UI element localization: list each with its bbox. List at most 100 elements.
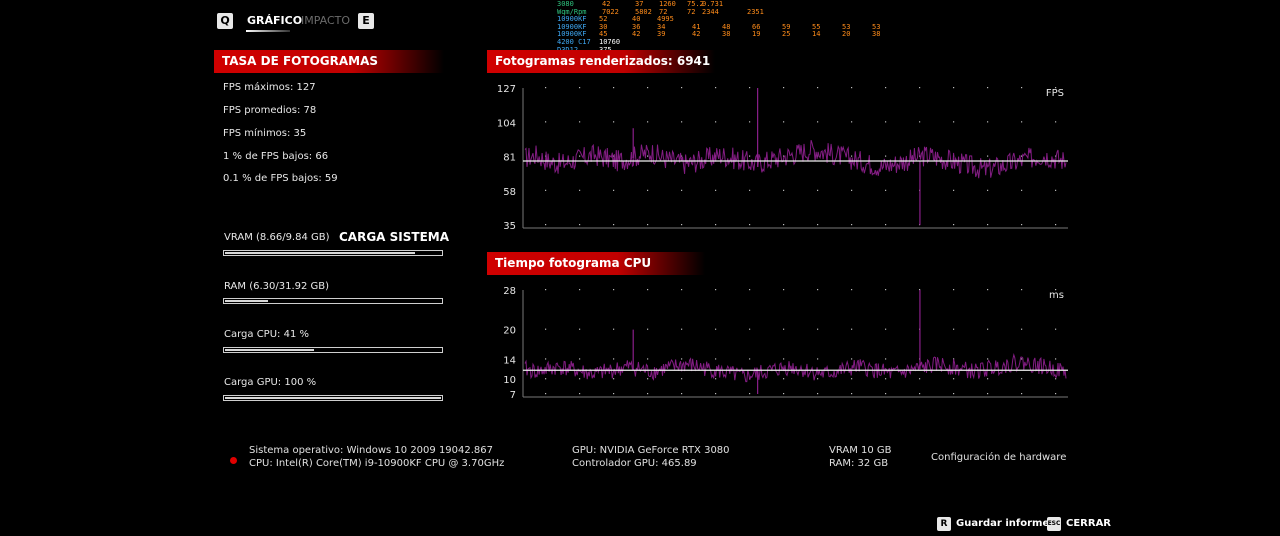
grid-dot — [1021, 189, 1023, 191]
cpu-load-bar-fill — [225, 349, 314, 351]
grid-dot — [715, 328, 717, 330]
close-key[interactable]: ESC — [1047, 517, 1061, 531]
stat-avg-fps: FPS promedios: 78 — [223, 105, 317, 116]
overlay-value: 1260 — [659, 0, 676, 8]
stat-max-fps: FPS máximos: 127 — [223, 82, 316, 93]
gpu-load-label: Carga GPU: 100 % — [224, 377, 317, 388]
grid-dot — [715, 393, 717, 395]
system-info-memory: VRAM 10 GB RAM: 32 GB — [829, 444, 892, 470]
grid-dot — [749, 224, 751, 226]
grid-dot — [783, 328, 785, 330]
y-tick-label: 104 — [497, 118, 516, 129]
overlay-value: 2344 — [702, 7, 719, 16]
grid-dot — [783, 358, 785, 360]
overlay-value: 72 — [687, 7, 696, 16]
vram-info: VRAM 10 GB — [829, 445, 892, 456]
grid-dot — [1021, 289, 1023, 291]
prev-tab-key[interactable]: Q — [217, 13, 233, 29]
grid-dot — [613, 378, 615, 380]
grid-dot — [681, 378, 683, 380]
grid-dot — [885, 328, 887, 330]
save-report-button[interactable]: Guardar informe — [956, 518, 1050, 529]
grid-dot — [715, 121, 717, 123]
grid-dot — [1055, 393, 1057, 395]
grid-dot — [817, 358, 819, 360]
overlay-value: 30 — [599, 22, 608, 31]
grid-dot — [613, 121, 615, 123]
y-tick-label: 28 — [503, 286, 516, 297]
grid-dot — [647, 155, 649, 157]
grid-dot — [647, 393, 649, 395]
grid-dot — [1021, 155, 1023, 157]
overlay-value: 40 — [632, 15, 641, 24]
grid-dot — [681, 289, 683, 291]
cpu-load-bar — [223, 347, 443, 353]
overlay-value: 72 — [659, 7, 668, 16]
grid-dot — [1021, 224, 1023, 226]
grid-dot — [1021, 87, 1023, 89]
cpu-chart-header: Tiempo fotograma CPU — [487, 252, 705, 275]
next-tab-key[interactable]: E — [358, 13, 374, 29]
close-button[interactable]: CERRAR — [1066, 518, 1112, 529]
grid-dot — [919, 378, 921, 380]
overlay-value: 55 — [812, 22, 821, 31]
save-report-key[interactable]: R — [937, 517, 951, 531]
grid-dot — [783, 378, 785, 380]
ram-info: RAM: 32 GB — [829, 458, 889, 469]
status-dot — [230, 457, 237, 464]
vram-label: VRAM (8.66/9.84 GB) — [224, 232, 330, 243]
grid-dot — [851, 155, 853, 157]
grid-dot — [647, 224, 649, 226]
overlay-value: 14 — [812, 30, 821, 39]
fps-chart-title: Fotogramas renderizados: 6941 — [495, 54, 711, 68]
grid-dot — [817, 328, 819, 330]
y-tick-label: 127 — [497, 84, 516, 95]
grid-dot — [953, 358, 955, 360]
fps-section-title: TASA DE FOTOGRAMAS — [222, 54, 379, 68]
y-tick-label: 81 — [503, 153, 516, 164]
grid-dot — [817, 189, 819, 191]
grid-dot — [885, 189, 887, 191]
grid-dot — [749, 289, 751, 291]
system-info-gpu: GPU: NVIDIA GeForce RTX 3080 Controlador… — [572, 444, 730, 470]
grid-dot — [579, 328, 581, 330]
overlay-value: 0.731 — [702, 0, 724, 8]
grid-dot — [545, 87, 547, 89]
grid-dot — [987, 289, 989, 291]
grid-dot — [681, 358, 683, 360]
grid-dot — [647, 328, 649, 330]
ram-bar — [223, 298, 443, 304]
tab-grafico[interactable]: GRÁFICO — [247, 14, 303, 27]
grid-dot — [817, 289, 819, 291]
overlay-row-label: 4200 C17 — [557, 37, 591, 46]
fps-section-header: TASA DE FOTOGRAMAS — [214, 50, 444, 73]
grid-dot — [1021, 121, 1023, 123]
grid-dot — [953, 121, 955, 123]
y-tick-label: 35 — [503, 221, 516, 232]
grid-dot — [681, 155, 683, 157]
grid-dot — [885, 155, 887, 157]
grid-dot — [919, 289, 921, 291]
overlay-value: 20 — [842, 30, 851, 39]
grid-dot — [987, 224, 989, 226]
grid-dot — [851, 378, 853, 380]
grid-dot — [1021, 393, 1023, 395]
grid-dot — [579, 358, 581, 360]
unit-label: FPS — [1046, 88, 1064, 99]
grid-dot — [953, 289, 955, 291]
grid-dot — [579, 378, 581, 380]
overlay-row-label: D3D12 — [557, 46, 578, 55]
overlay-value: 48 — [722, 22, 731, 31]
grid-dot — [545, 378, 547, 380]
hardware-config-link[interactable]: Configuración de hardware — [931, 452, 1067, 463]
stat-min-fps: FPS mínimos: 35 — [223, 128, 307, 139]
tab-impacto[interactable]: IMPACTO — [301, 14, 351, 27]
grid-dot — [1055, 378, 1057, 380]
grid-dot — [715, 358, 717, 360]
overlay-value: 7022 — [602, 7, 619, 16]
grid-dot — [953, 87, 955, 89]
grid-dot — [987, 155, 989, 157]
overlay-row: 10900KF 30 36 34 41 48 66 59 55 53 53 — [557, 22, 907, 32]
vram-bar-fill — [225, 252, 416, 254]
grid-dot — [749, 121, 751, 123]
